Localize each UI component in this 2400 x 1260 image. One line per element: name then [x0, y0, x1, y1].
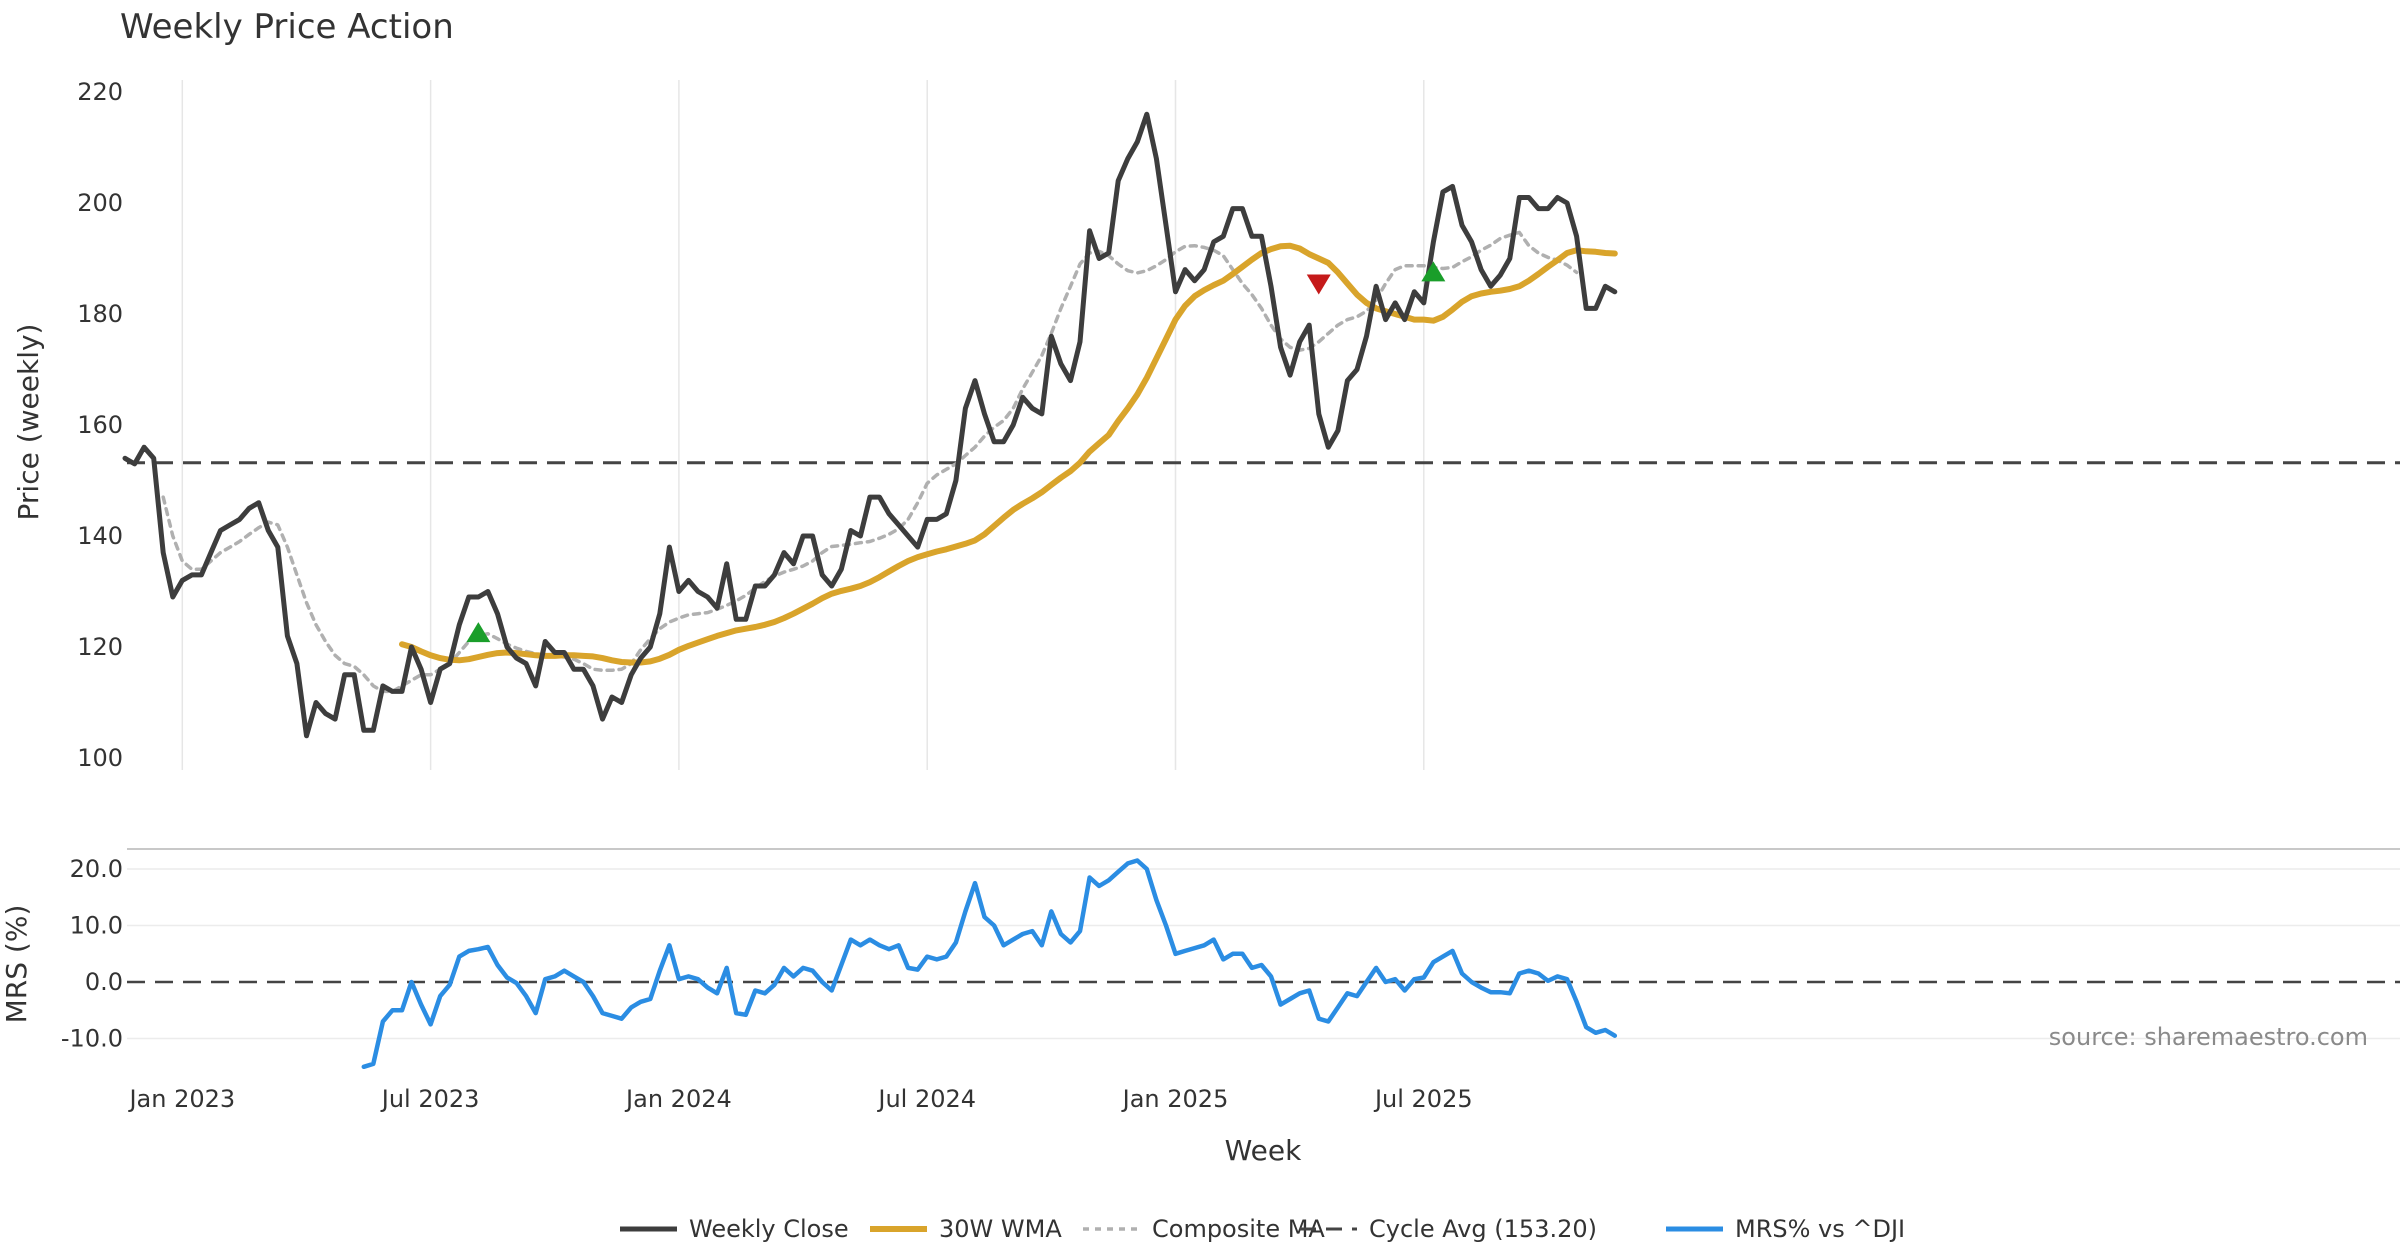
x-axis-ticks: Jan 2023 Jul 2023 Jan 2024 Jul 2024 Jan 2025…: [127, 1085, 1472, 1113]
legend-item-cycle-avg-153-20: Cycle Avg (153.20): [1300, 1215, 1597, 1243]
mrs-y-tick-label: 0.0: [85, 968, 123, 996]
price-y-ticks: 100 120 140 160 180 200 220: [77, 78, 123, 772]
price-y-tick-label: 100: [77, 744, 123, 772]
mrs-y-ticks: -10.0 0.0 10.0 20.0: [61, 855, 123, 1053]
legend-label: Cycle Avg (153.20): [1369, 1215, 1597, 1243]
x-tick-label: Jul 2025: [1373, 1085, 1473, 1113]
legend-item-composite-ma: Composite MA: [1083, 1215, 1325, 1243]
source-annotation: source: sharemaestro.com: [2049, 1023, 2368, 1051]
x-tick-label: Jan 2023: [127, 1085, 235, 1113]
30w-wma-line: [399, 242, 1618, 666]
legend-label: Weekly Close: [689, 1215, 849, 1243]
price-y-tick-label: 220: [77, 78, 123, 106]
x-axis-title: Week: [1225, 1134, 1302, 1167]
buy-signal-marker: [466, 622, 491, 643]
price-grid: [181, 80, 1425, 770]
price-y-tick-label: 120: [77, 633, 123, 661]
legend-item-30w-wma: 30W WMA: [870, 1215, 1062, 1243]
legend-label: MRS% vs ^DJI: [1735, 1215, 1905, 1243]
mrs-series-group: [361, 858, 1618, 1070]
sell-signal-marker: [1306, 274, 1331, 295]
x-tick-label: Jan 2025: [1121, 1085, 1229, 1113]
mrs-y-tick-label: 10.0: [70, 912, 123, 940]
x-tick-label: Jul 2023: [380, 1085, 480, 1113]
mrs-line: [361, 858, 1618, 1070]
price-y-tick-label: 140: [77, 522, 123, 550]
composite-ma-line: [161, 230, 1579, 694]
legend-item-mrs-vs-dji: MRS% vs ^DJI: [1666, 1215, 1905, 1243]
weekly-close-line: [122, 111, 1618, 739]
mrs-y-tick-label: 20.0: [70, 855, 123, 883]
mrs-grid: [127, 868, 2400, 1040]
x-tick-label: Jul 2024: [876, 1085, 976, 1113]
price-y-tick-label: 180: [77, 300, 123, 328]
price-y-tick-label: 160: [77, 411, 123, 439]
mrs-y-tick-label: -10.0: [61, 1025, 123, 1053]
chart-title: Weekly Price Action: [120, 7, 454, 47]
x-tick-label: Jan 2024: [624, 1085, 732, 1113]
mrs-y-axis-title: MRS (%): [0, 905, 33, 1024]
price-y-tick-label: 200: [77, 189, 123, 217]
legend-item-weekly-close: Weekly Close: [620, 1215, 849, 1243]
buy-signal-marker: [1421, 261, 1446, 282]
price-signals-group: [466, 261, 1446, 643]
legend-label: 30W WMA: [939, 1215, 1062, 1243]
price-y-axis-title: Price (weekly): [12, 324, 45, 521]
legend-label: Composite MA: [1152, 1215, 1325, 1243]
legend: Weekly Close 30W WMA Composite MA Cycle Avg…: [620, 1215, 1905, 1243]
price-series-group: [122, 111, 2400, 739]
